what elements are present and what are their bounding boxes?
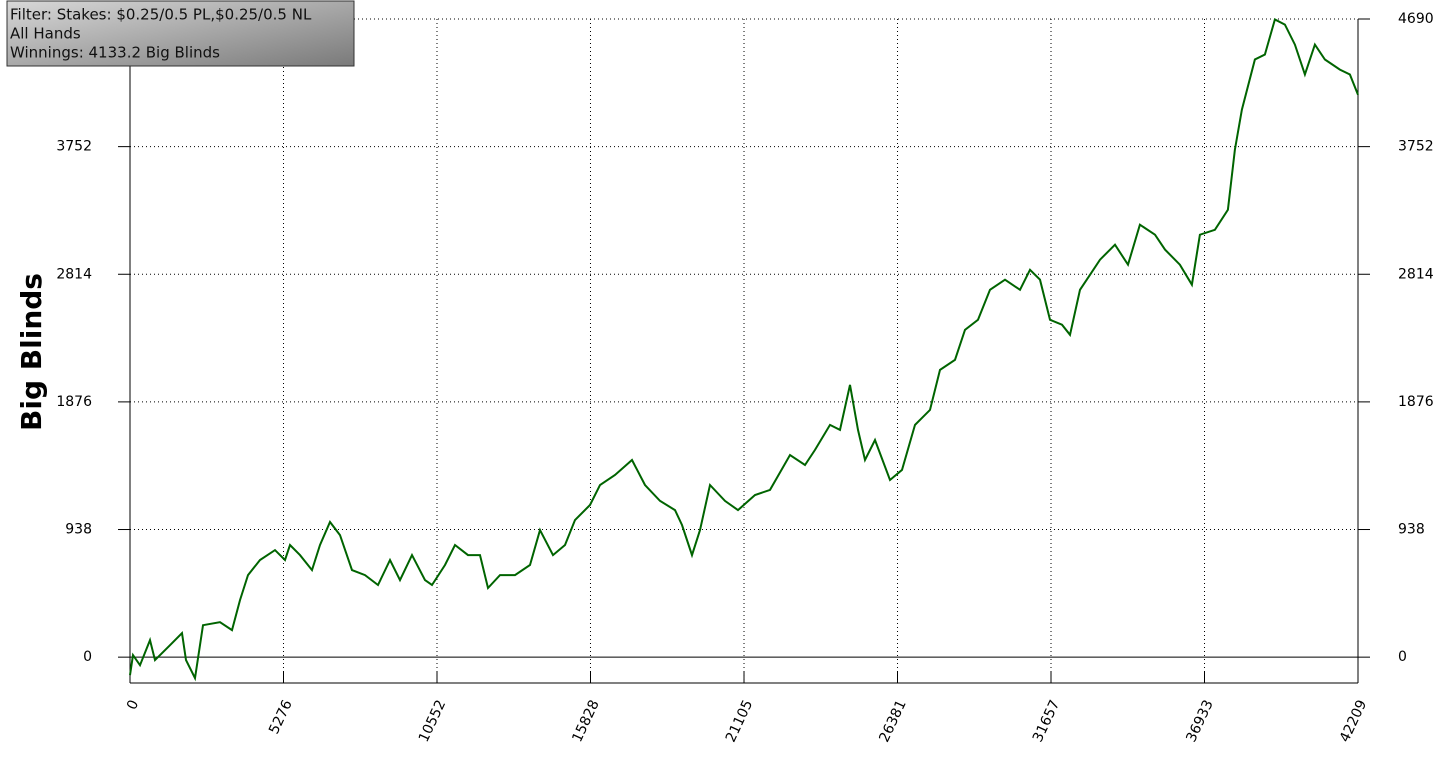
x-tick-label: 36933 (1183, 698, 1216, 745)
plot-area: 0093893818761876281428143752375246904690… (56, 11, 1433, 745)
y-tick-label: 2814 (56, 266, 92, 282)
filter-text: Filter: Stakes: $0.25/0.5 PL,$0.25/0.5 N… (10, 6, 312, 24)
x-tick-label: 42209 (1337, 698, 1370, 745)
y-tick-label: 0 (83, 649, 92, 665)
x-tick-label: 15828 (569, 698, 602, 745)
winnings-line (129, 18, 1359, 682)
y2-tick-label: 3752 (1398, 139, 1434, 155)
winnings-text: Winnings: 4133.2 Big Blinds (10, 44, 220, 62)
y-axis-title: Big Blinds (15, 273, 48, 431)
x-tick-label: 26381 (876, 698, 909, 745)
x-tick-label: 31657 (1030, 698, 1063, 745)
y2-tick-label: 2814 (1398, 266, 1434, 282)
y2-tick-label: 1876 (1398, 394, 1434, 410)
y2-tick-label: 4690 (1398, 11, 1434, 27)
x-tick-label: 10552 (416, 698, 449, 745)
y2-tick-label: 938 (1398, 522, 1425, 538)
x-tick-label: 5276 (266, 698, 296, 737)
filter-box (6, 0, 355, 67)
x-tick-label: 21105 (723, 698, 756, 745)
y-tick-label: 1876 (56, 394, 92, 410)
y-tick-label: 3752 (56, 139, 92, 155)
y-tick-label: 938 (65, 522, 92, 538)
y2-tick-label: 0 (1398, 649, 1407, 665)
x-tick-label: 0 (124, 698, 142, 713)
hands-text: All Hands (10, 25, 81, 43)
